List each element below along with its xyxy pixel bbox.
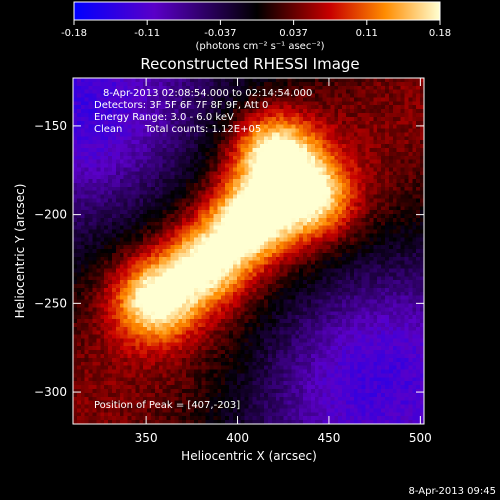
annotation-time-range: 8-Apr-2013 02:08:54.000 to 02:14:54.000: [103, 88, 312, 99]
y-tick-label: −150: [34, 119, 67, 133]
y-axis-label: Heliocentric Y (arcsec): [13, 184, 27, 319]
colorbar-tick-label: -0.11: [134, 28, 160, 39]
axis-ticks: 350 400 450 500 −150 −200 −250 −300: [34, 78, 432, 445]
colorbar: [73, 1, 441, 21]
chart-title: Reconstructed RHESSI Image: [140, 55, 359, 73]
colorbar-ticks: -0.18 -0.11 -0.037 0.037 0.11 0.18: [61, 20, 451, 39]
colorbar-tick-label: 0.037: [279, 28, 308, 39]
x-tick-label: 350: [135, 431, 158, 445]
x-tick-label: 450: [317, 431, 340, 445]
x-tick-label: 400: [226, 431, 249, 445]
colorbar-label: (photons cm⁻² s⁻¹ asec⁻²): [195, 41, 324, 52]
annotation-clean: Clean: [94, 124, 122, 135]
annotation-detectors: Detectors: 3F 5F 6F 7F 8F 9F, Att 0: [94, 100, 268, 111]
colorbar-tick-label: 0.11: [356, 28, 378, 39]
colorbar-tick-label: 0.18: [429, 28, 451, 39]
annotation-energy: Energy Range: 3.0 - 6.0 keV: [94, 112, 234, 123]
colorbar-tick-label: -0.037: [204, 28, 236, 39]
plot-frame: [72, 77, 425, 425]
y-tick-label: −200: [34, 208, 67, 222]
annotation-peak: Position of Peak = [407,-203]: [94, 400, 240, 411]
heatmap-image: [73, 78, 424, 424]
x-tick-label: 500: [409, 431, 432, 445]
y-tick-label: −300: [34, 385, 67, 399]
timestamp: 8-Apr-2013 09:45: [409, 486, 496, 497]
colorbar-tick-label: -0.18: [61, 28, 87, 39]
x-axis-label: Heliocentric X (arcsec): [181, 449, 317, 463]
y-tick-label: −250: [34, 296, 67, 310]
annotation-counts: Total counts: 1.12E+05: [144, 124, 261, 135]
